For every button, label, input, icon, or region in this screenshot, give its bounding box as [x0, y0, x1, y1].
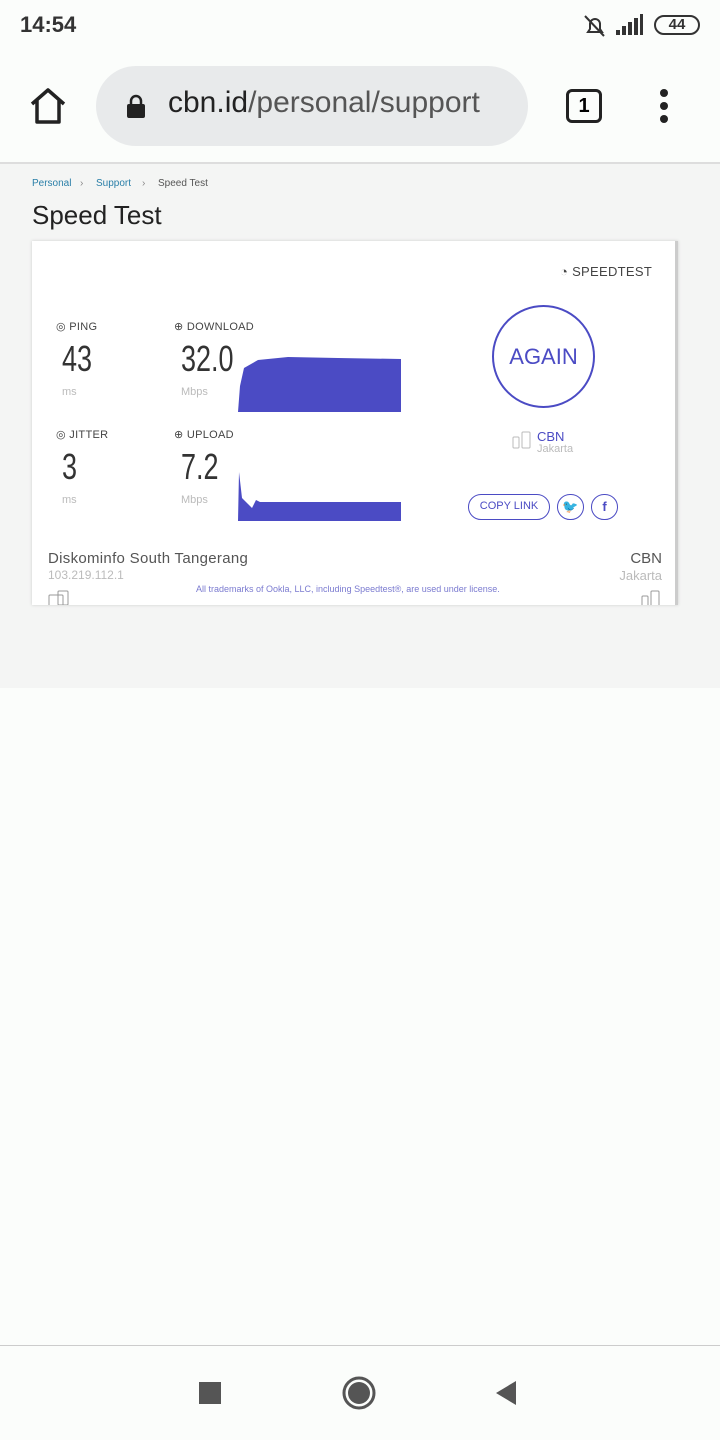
upload-value: 7.2	[181, 446, 219, 487]
lock-icon	[127, 94, 145, 118]
ping-unit: ms	[62, 386, 77, 398]
jitter-unit: ms	[62, 494, 77, 506]
speedtest-widget	[32, 241, 678, 605]
home-icon[interactable]	[28, 86, 68, 126]
page-title: Speed Test	[32, 200, 162, 230]
ping-value: 43	[62, 338, 93, 379]
host-city: Jakarta	[619, 568, 662, 583]
download-label: ⊕ DOWNLOAD	[174, 321, 255, 333]
address-bar[interactable]	[96, 66, 528, 146]
download-value: 32.0	[181, 338, 234, 379]
server-name[interactable]: CBN	[537, 429, 565, 444]
breadcrumb-separator: ›	[142, 178, 146, 189]
breadcrumb-personal[interactable]: Personal	[32, 178, 72, 189]
more-menu-icon[interactable]	[654, 88, 674, 124]
breadcrumb-current: Speed Test	[158, 178, 208, 189]
breadcrumb-support[interactable]: Support	[96, 178, 132, 189]
host-name: CBN	[630, 550, 662, 567]
upload-label: ⊕ UPLOAD	[174, 429, 234, 441]
status-bar: 14:54 44	[0, 0, 720, 52]
upload-graph	[238, 472, 401, 521]
upload-unit: Mbps	[181, 494, 208, 506]
ping-label: ◎ PING	[56, 321, 98, 333]
url-text[interactable]: cbn.id/personal/support	[168, 86, 480, 119]
device-icon	[48, 590, 69, 605]
home-nav-button[interactable]	[341, 1375, 377, 1411]
navigation-bar	[0, 1345, 720, 1440]
battery-indicator: 44	[654, 15, 700, 35]
download-unit: Mbps	[181, 386, 208, 398]
download-graph	[238, 357, 401, 412]
back-button[interactable]	[494, 1380, 518, 1406]
isp-name: Diskominfo South Tangerang	[48, 550, 249, 567]
jitter-label: ◎ JITTER	[56, 429, 109, 441]
isp-ip: 103.219.112.1	[48, 568, 124, 582]
server-icon	[512, 431, 531, 449]
breadcrumb-separator: ›	[80, 178, 84, 189]
server-city: Jakarta	[537, 443, 574, 455]
clock: 14:54	[20, 12, 77, 37]
signal-icon	[616, 14, 643, 35]
twitter-icon: 🐦	[562, 499, 579, 514]
facebook-share-button[interactable]: f	[591, 494, 618, 520]
copy-link-button[interactable]: COPY LINK	[468, 494, 550, 520]
recents-button[interactable]	[199, 1382, 221, 1404]
facebook-icon: f	[602, 499, 607, 514]
again-button[interactable]: AGAIN	[492, 305, 595, 408]
server-icon	[641, 590, 660, 605]
trademark-notice: All trademarks of Ookla, LLC, including …	[196, 584, 500, 594]
speedtest-logo: ◔ SPEEDTEST	[560, 264, 653, 279]
mute-icon	[584, 15, 605, 37]
jitter-value: 3	[62, 446, 78, 487]
twitter-share-button[interactable]: 🐦	[557, 494, 584, 520]
tab-switcher-button[interactable]: 1	[566, 89, 602, 123]
